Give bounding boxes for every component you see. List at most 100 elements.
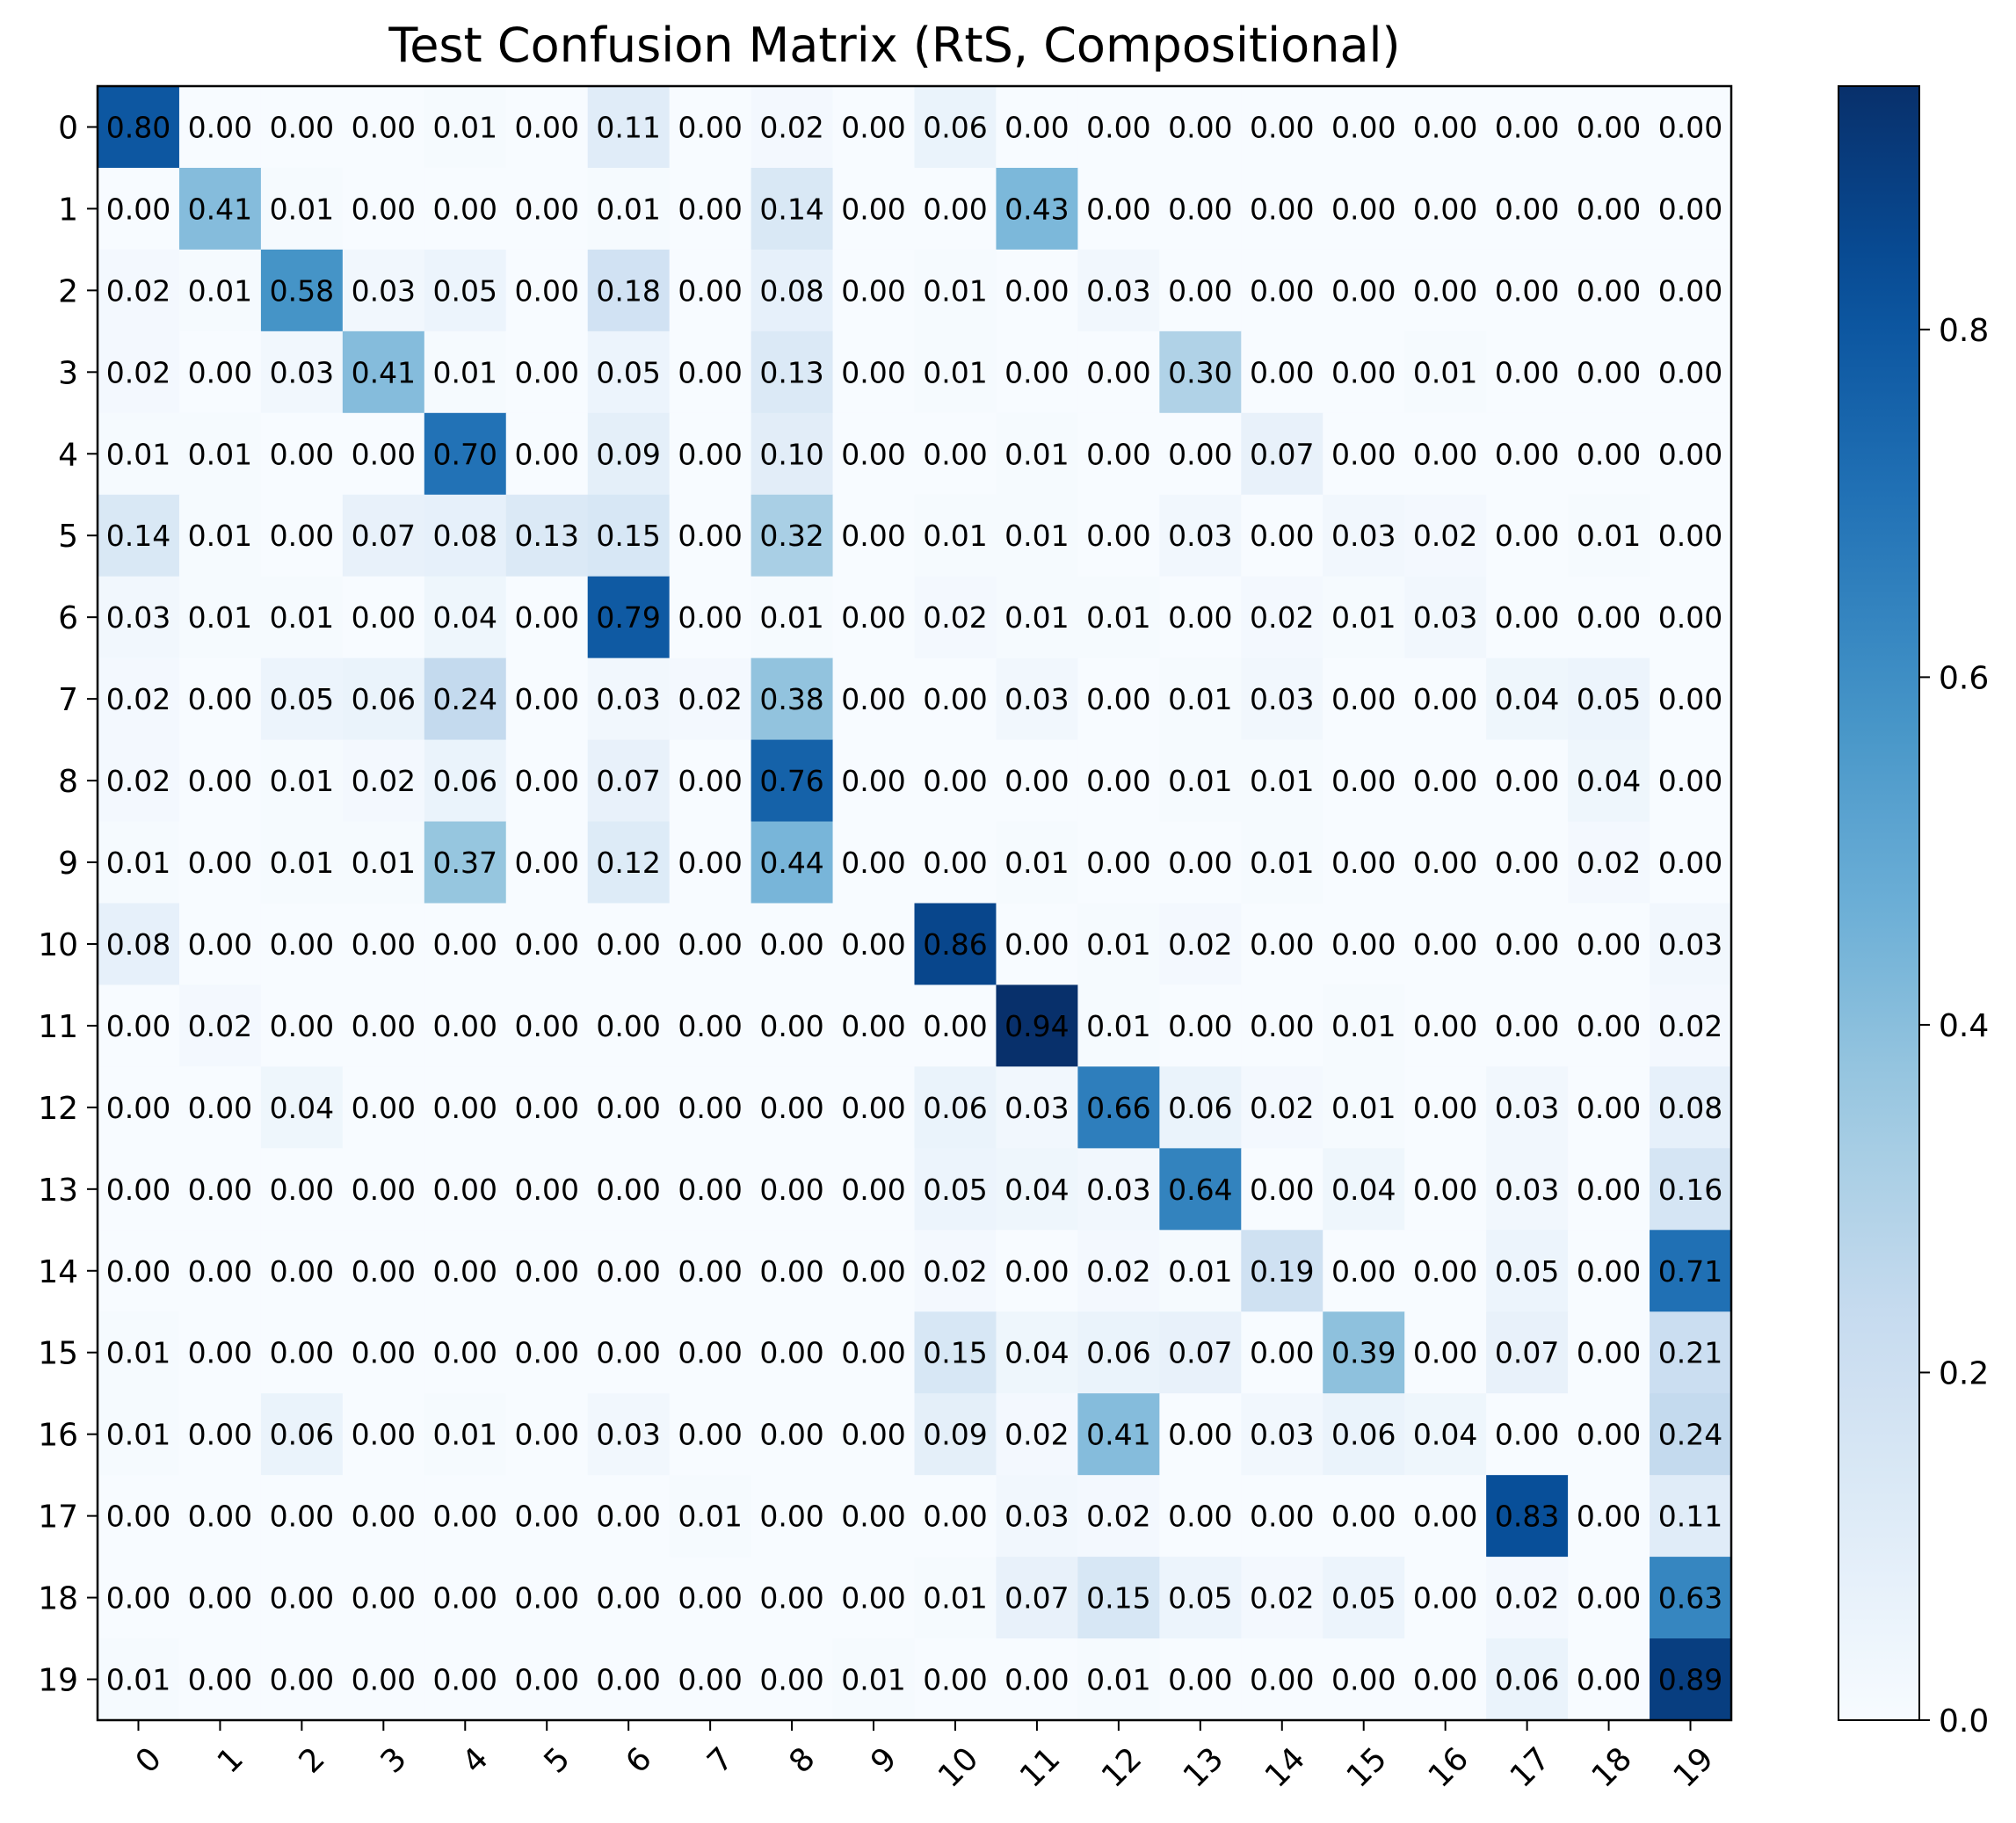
- cell-value-label: 0.03: [1004, 1500, 1069, 1534]
- cell-value-label: 0.00: [1250, 927, 1314, 962]
- heatmap-cell: [1568, 1393, 1650, 1476]
- heatmap-cell: [1650, 330, 1732, 414]
- cell-value-label: 0.00: [1495, 764, 1559, 798]
- cell-value-label: 0.06: [352, 682, 416, 716]
- heatmap-cell: [342, 86, 425, 169]
- cell-value-label: 0.00: [596, 1173, 660, 1207]
- cell-value-label: 0.00: [514, 1254, 578, 1289]
- heatmap-cell: [1568, 576, 1650, 659]
- cell-value-label: 0.00: [270, 519, 334, 553]
- heatmap-cell: [505, 576, 589, 659]
- cell-value-label: 0.89: [1658, 1663, 1722, 1697]
- heatmap-cell: [424, 1148, 507, 1231]
- heatmap-cell: [1159, 1557, 1242, 1639]
- heatmap-cell: [832, 1066, 916, 1149]
- cell-value-label: 0.00: [923, 192, 987, 226]
- cell-value-label: 0.00: [352, 437, 416, 471]
- heatmap-cell: [1323, 330, 1405, 414]
- cell-value-label: 0.00: [1658, 600, 1722, 635]
- heatmap-cell: [1568, 330, 1650, 414]
- heatmap-cell: [1486, 1148, 1569, 1231]
- cell-value-label: 0.00: [1413, 437, 1477, 471]
- cell-value-label: 0.00: [1658, 192, 1722, 226]
- heatmap-cell: [1486, 903, 1569, 986]
- heatmap-cell: [260, 412, 344, 496]
- heatmap-cell: [996, 821, 1078, 904]
- heatmap-cell: [751, 86, 834, 169]
- cell-value-label: 0.79: [596, 600, 660, 635]
- heatmap-cell: [1159, 1066, 1242, 1149]
- heatmap-cell: [1159, 1638, 1242, 1721]
- heatmap-cell: [505, 903, 589, 986]
- cell-value-label: 0.00: [841, 600, 905, 635]
- cell-value-label: 0.00: [1495, 846, 1559, 880]
- cell-value-label: 0.06: [1086, 1336, 1150, 1370]
- cell-value-label: 0.08: [106, 927, 170, 962]
- heatmap-cell: [832, 984, 916, 1067]
- heatmap-cell: [1486, 330, 1569, 414]
- cell-value-label: 0.00: [270, 437, 334, 471]
- heatmap-cell: [914, 1475, 997, 1558]
- colorbar-tick-label: 0.6: [1939, 660, 1989, 696]
- heatmap-cell: [424, 167, 507, 251]
- heatmap-cell: [1650, 249, 1732, 332]
- cell-value-label: 0.01: [270, 764, 334, 798]
- heatmap-cell: [669, 494, 752, 577]
- heatmap-cell: [1077, 1230, 1160, 1312]
- heatmap-cell: [505, 330, 589, 414]
- cell-value-label: 0.07: [1004, 1581, 1069, 1616]
- cell-value-label: 0.00: [841, 1009, 905, 1043]
- heatmap-cell: [1568, 984, 1650, 1067]
- cell-value-label: 0.00: [352, 1336, 416, 1370]
- heatmap-cell: [914, 1230, 997, 1312]
- heatmap-cell: [996, 494, 1078, 577]
- heatmap-cell: [1650, 576, 1732, 659]
- cell-value-label: 0.01: [1086, 600, 1150, 635]
- heatmap-cell: [1486, 494, 1569, 577]
- cell-value-label: 0.01: [1331, 1091, 1396, 1125]
- cell-value-label: 0.00: [1413, 927, 1477, 962]
- heatmap-cell: [98, 1638, 180, 1721]
- cell-value-label: 0.01: [1004, 600, 1069, 635]
- cell-value-label: 0.00: [433, 1500, 497, 1534]
- cell-value-label: 0.00: [759, 1581, 823, 1616]
- cell-value-label: 0.00: [1577, 1581, 1641, 1616]
- heatmap-cell: [98, 984, 180, 1067]
- cell-value-label: 0.43: [1004, 192, 1069, 226]
- cell-value-label: 0.00: [106, 192, 170, 226]
- heatmap-cell: [505, 821, 589, 904]
- heatmap-cell: [1486, 86, 1569, 169]
- heatmap-cell: [1404, 1393, 1487, 1476]
- heatmap-cell: [914, 657, 997, 741]
- cell-value-label: 0.00: [1495, 1009, 1559, 1043]
- heatmap-cell: [1323, 1393, 1405, 1476]
- cell-value-label: 0.00: [1413, 1581, 1477, 1616]
- heatmap-cell: [1486, 1230, 1569, 1312]
- heatmap-cell: [1568, 1638, 1650, 1721]
- heatmap-cell: [832, 1148, 916, 1231]
- cell-value-label: 0.00: [188, 682, 252, 716]
- heatmap-cell: [669, 1066, 752, 1149]
- cell-value-label: 0.01: [1004, 519, 1069, 553]
- heatmap-cell: [1241, 1475, 1323, 1558]
- cell-value-label: 0.05: [923, 1173, 987, 1207]
- heatmap-cell: [1241, 1230, 1323, 1312]
- cell-value-label: 0.01: [923, 1581, 987, 1616]
- cell-value-label: 0.01: [923, 519, 987, 553]
- heatmap-cell: [342, 903, 425, 986]
- cell-value-label: 0.00: [1577, 927, 1641, 962]
- heatmap-cell: [1241, 657, 1323, 741]
- cell-value-label: 0.02: [106, 682, 170, 716]
- heatmap-cell: [1077, 1638, 1160, 1721]
- cell-value-label: 0.00: [1495, 192, 1559, 226]
- heatmap-cell: [424, 576, 507, 659]
- heatmap-cell: [1159, 167, 1242, 251]
- cell-value-label: 0.03: [596, 1418, 660, 1452]
- cell-value-label: 0.06: [923, 1091, 987, 1125]
- cell-value-label: 0.00: [1658, 110, 1722, 144]
- heatmap-cell: [1568, 1475, 1650, 1558]
- heatmap-cell: [1486, 576, 1569, 659]
- cell-value-label: 0.04: [1004, 1336, 1069, 1370]
- cell-value-label: 0.00: [106, 1254, 170, 1289]
- heatmap-cell: [914, 412, 997, 496]
